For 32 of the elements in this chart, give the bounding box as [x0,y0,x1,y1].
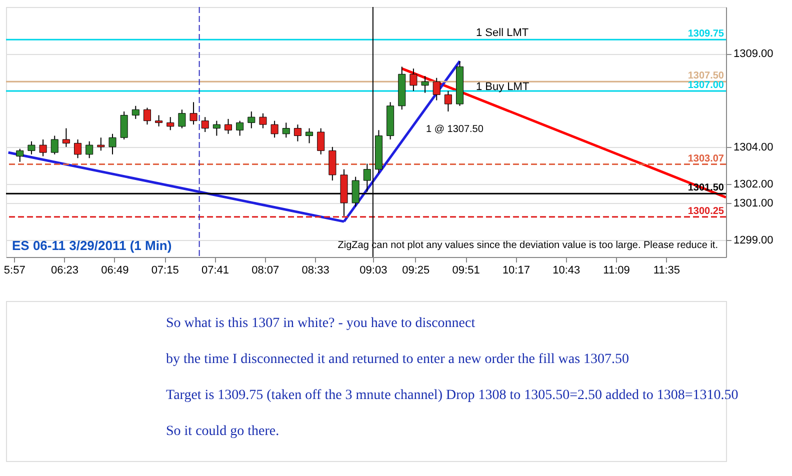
ref-line-label: 1307.50 [688,70,724,82]
y-tick-label: 1302.00 [734,178,774,191]
x-tick-label: 09:51 [452,264,480,276]
x-tick-label: 08:33 [302,264,330,276]
x-tick-label: 08:07 [252,264,280,276]
text: ES 06-11 3/29/2011 (1 Min) [12,238,172,253]
y-tick-label: 1299.00 [734,234,774,247]
x-tick-label: 11:09 [603,264,630,276]
annotation: 1 Buy LMT [476,81,530,93]
annotation: 1 @ 1307.50 [426,124,484,135]
y-tick-label: 1304.00 [734,141,774,154]
x-tick-label: 10:17 [502,264,530,276]
text: by the time I disconnected it and returned to enter a new order the fill was 1307.50 [166,352,630,367]
ref-line-label: 1309.75 [688,28,724,40]
annotation: 1 Sell LMT [476,27,529,39]
x-tick-label: 06:23 [50,264,79,276]
ref-line-label: 1303.07 [688,153,724,164]
y-tick-label: 1301.00 [734,197,774,210]
ref-line-label: 1300.25 [688,206,724,217]
x-tick-label: 11:35 [653,264,680,276]
x-tick-label: 09:25 [402,264,430,276]
y-tick-label: 1309.00 [734,48,774,60]
x-tick-label: 06:49 [101,264,129,276]
text: Target is 1309.75 (taken off the 3 mnute channel) Drop 1308 to 1305.50=2.50 added to 1308=1310.50 [166,388,738,403]
text: So what is this 1307 in white? - you have to disconnect [166,316,476,331]
ref-line-label: 1307.00 [688,80,724,91]
text: So it could go there. [166,424,280,439]
x-tick-label: 5:57 [4,264,26,276]
x-tick-label: 10:43 [552,264,580,276]
x-tick-label: 07:41 [201,264,230,276]
x-tick-label: 09:03 [360,264,388,276]
x-tick-label: 07:15 [151,264,179,276]
